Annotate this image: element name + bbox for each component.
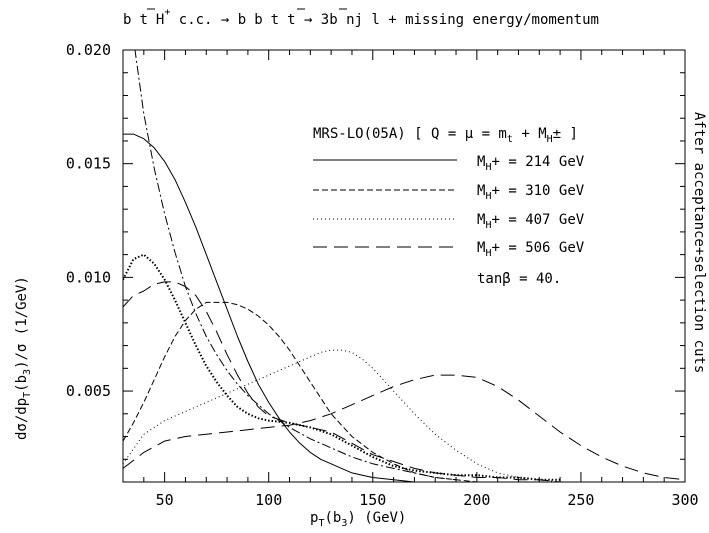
legend-mass-214: 214 <box>525 154 550 170</box>
y-tick-label: 0.015 <box>66 155 111 173</box>
legend-entry-407: MH+ = 407 GeV <box>477 212 585 231</box>
legend-mass-407: 407 <box>525 212 550 228</box>
right-side-label: After acceptance+selection cuts <box>691 112 707 373</box>
axis-ticks <box>122 49 686 482</box>
legend-mass-506: 506 <box>525 240 550 256</box>
x-tick-label: 300 <box>671 491 698 509</box>
legend-mass-310: 310 <box>525 183 550 199</box>
curves <box>123 50 685 482</box>
extra-curve-3 <box>123 281 561 482</box>
extra-curve-2 <box>123 253 561 481</box>
extra-curve-1 <box>134 50 457 481</box>
y-tick-label: 0.020 <box>66 41 111 59</box>
series-line-506 <box>123 374 685 481</box>
legend-entry-214: MH+ = 214 GeV <box>477 154 585 173</box>
legend: MRS-LO(05A) [ Q = μ = mt + MH± ] MH+ = 2… <box>313 126 585 287</box>
x-tick-label: 200 <box>463 491 490 509</box>
y-tick-label: 0.010 <box>66 268 111 286</box>
x-tick-label: 100 <box>255 491 282 509</box>
series-line-407 <box>123 349 602 482</box>
tan-beta-annotation: tanβ = 40. <box>477 271 561 287</box>
x-tick-label: 150 <box>359 491 386 509</box>
series-line-310 <box>123 301 498 482</box>
x-axis-label: pT(b3) (GeV) <box>310 510 406 529</box>
series-line-214 <box>123 133 477 482</box>
legend-entry-310: MH+ = 310 GeV <box>477 183 585 202</box>
y-axis-label: dσ/dpT(b3)/σ (1/GeV) <box>14 276 33 440</box>
plot-frame <box>122 49 686 483</box>
tick-labels: 50 100 150 200 250 300 0.005 0.010 0.015 0.020 <box>66 41 699 509</box>
y-tick-label: 0.005 <box>66 382 111 400</box>
x-tick-label: 50 <box>156 491 174 509</box>
x-tick-label: 250 <box>567 491 594 509</box>
legend-header: MRS-LO(05A) [ Q = μ = mt + MH± ] <box>313 126 578 145</box>
legend-entry-506: MH+ = 506 GeV <box>477 240 585 259</box>
